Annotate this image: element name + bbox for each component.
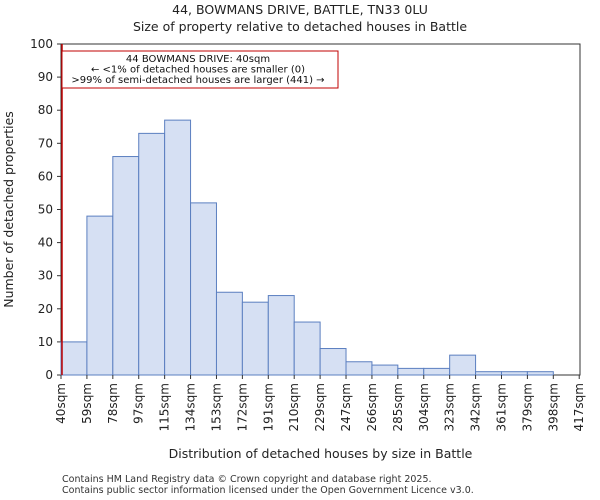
annotation-line: >99% of semi-detached houses are larger … bbox=[71, 75, 324, 86]
y-axis-label: Number of detached properties bbox=[1, 111, 16, 308]
x-tick-label: 342sqm bbox=[469, 383, 483, 431]
x-tick-label: 379sqm bbox=[520, 383, 534, 431]
x-tick-label: 210sqm bbox=[287, 383, 301, 431]
bar bbox=[241, 301, 269, 376]
x-tick-label: 417sqm bbox=[572, 383, 586, 431]
bar bbox=[371, 364, 399, 376]
annotation-line: 44 BOWMANS DRIVE: 40sqm bbox=[126, 54, 270, 65]
x-tick-label: 40sqm bbox=[54, 383, 68, 424]
bar bbox=[60, 341, 88, 376]
footer-line-1: Contains HM Land Registry data © Crown c… bbox=[62, 474, 432, 485]
y-tick-label: 20 bbox=[38, 302, 53, 316]
x-tick-label: 115sqm bbox=[158, 383, 172, 431]
x-tick-label: 78sqm bbox=[106, 383, 120, 424]
x-tick-label: 323sqm bbox=[443, 383, 457, 431]
y-tick-label: 0 bbox=[45, 368, 53, 382]
bar bbox=[423, 367, 451, 376]
bar bbox=[449, 354, 477, 376]
x-tick-label: 153sqm bbox=[209, 383, 223, 431]
x-tick-label: 398sqm bbox=[546, 383, 560, 431]
bar bbox=[164, 119, 192, 376]
bar bbox=[215, 291, 243, 376]
annotation-box bbox=[61, 50, 339, 89]
annotation-line: ← <1% of detached houses are smaller (0) bbox=[91, 65, 305, 76]
x-tick-label: 97sqm bbox=[132, 383, 146, 424]
bar bbox=[319, 348, 347, 376]
bar bbox=[526, 371, 554, 376]
y-tick-label: 100 bbox=[30, 37, 53, 51]
x-tick-label: 285sqm bbox=[391, 383, 405, 431]
x-tick-label: 266sqm bbox=[365, 383, 379, 431]
bar bbox=[112, 156, 140, 376]
footer-line-2: Contains public sector information licen… bbox=[62, 485, 474, 496]
bar bbox=[345, 361, 373, 376]
bar bbox=[190, 202, 217, 376]
y-tick-label: 60 bbox=[38, 169, 53, 183]
x-tick-label: 304sqm bbox=[417, 383, 431, 431]
x-tick-label: 247sqm bbox=[339, 383, 353, 431]
bar bbox=[86, 215, 114, 376]
bar bbox=[475, 371, 502, 376]
y-tick-label: 50 bbox=[38, 203, 53, 217]
x-tick-label: 191sqm bbox=[261, 383, 275, 431]
x-axis-label: Distribution of detached houses by size … bbox=[169, 446, 473, 461]
bar bbox=[138, 132, 166, 376]
x-tick-label: 59sqm bbox=[80, 383, 94, 424]
bar bbox=[500, 371, 528, 376]
x-tick-label: 229sqm bbox=[313, 383, 327, 431]
bar bbox=[267, 295, 295, 376]
y-tick-label: 90 bbox=[38, 70, 53, 84]
y-tick-label: 80 bbox=[38, 103, 53, 117]
bar bbox=[293, 321, 321, 376]
chart-title: 44, BOWMANS DRIVE, BATTLE, TN33 0LU bbox=[172, 2, 428, 17]
chart-subtitle: Size of property relative to detached ho… bbox=[132, 19, 468, 34]
y-tick-label: 40 bbox=[38, 236, 53, 250]
y-tick-label: 70 bbox=[38, 136, 53, 150]
y-tick-label: 10 bbox=[38, 335, 53, 349]
y-tick-label: 30 bbox=[38, 269, 53, 283]
bar bbox=[397, 367, 425, 376]
x-tick-label: 172sqm bbox=[235, 383, 249, 431]
x-tick-label: 134sqm bbox=[184, 383, 198, 431]
x-tick-label: 361sqm bbox=[494, 383, 508, 431]
